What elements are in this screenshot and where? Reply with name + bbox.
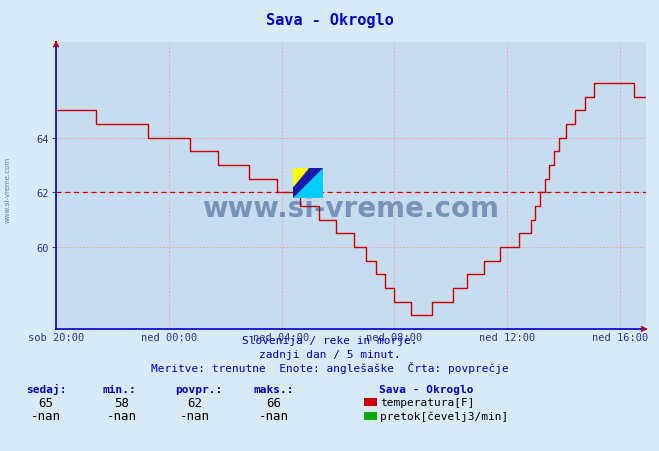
Polygon shape (293, 169, 323, 198)
Text: -nan: -nan (258, 410, 289, 422)
Text: zadnji dan / 5 minut.: zadnji dan / 5 minut. (258, 349, 401, 359)
Polygon shape (293, 169, 308, 187)
Text: 66: 66 (266, 396, 281, 409)
Text: Slovenija / reke in morje.: Slovenija / reke in morje. (242, 336, 417, 345)
Text: temperatura[F]: temperatura[F] (380, 397, 474, 407)
Text: www.si-vreme.com: www.si-vreme.com (202, 195, 500, 223)
Text: 62: 62 (187, 396, 202, 409)
Text: -nan: -nan (107, 410, 137, 422)
Text: povpr.:: povpr.: (175, 384, 222, 394)
Text: Sava - Okroglo: Sava - Okroglo (266, 13, 393, 28)
Text: sedaj:: sedaj: (26, 383, 67, 394)
Text: min.:: min.: (102, 384, 136, 394)
Text: Sava - Okroglo: Sava - Okroglo (379, 384, 473, 394)
Text: www.si-vreme.com: www.si-vreme.com (5, 156, 11, 222)
Text: -nan: -nan (179, 410, 210, 422)
Polygon shape (293, 169, 323, 198)
Text: 58: 58 (115, 396, 129, 409)
Text: 65: 65 (39, 396, 53, 409)
Text: maks.:: maks.: (254, 384, 294, 394)
Text: pretok[čevelj3/min]: pretok[čevelj3/min] (380, 410, 509, 421)
Text: -nan: -nan (31, 410, 61, 422)
Text: Meritve: trenutne  Enote: anglešaške  Črta: povprečje: Meritve: trenutne Enote: anglešaške Črta… (151, 362, 508, 373)
